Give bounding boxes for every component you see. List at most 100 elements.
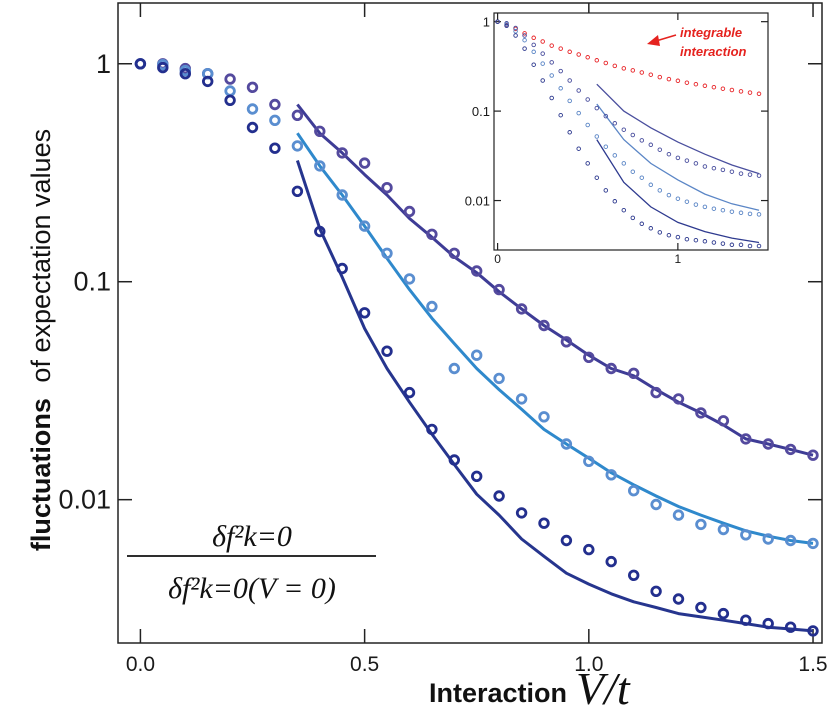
inset-chart: 0 1 1 0.1 0.01 integrable interaction xyxy=(465,12,769,266)
inset-data-point-series-3 xyxy=(531,62,536,67)
inset-data-point-series-1 xyxy=(729,169,735,174)
inset-data-point-series-3 xyxy=(711,240,717,245)
data-point-series-3 xyxy=(717,607,730,620)
inset-data-point-series-2 xyxy=(666,192,672,198)
inset-integrable-point xyxy=(693,81,699,87)
data-point-series-2 xyxy=(605,469,617,481)
inset-data-point-series-1 xyxy=(549,60,554,65)
inset-data-point-series-1 xyxy=(738,171,744,176)
data-point-series-3 xyxy=(426,423,438,436)
x-tick-label: 0.0 xyxy=(126,653,155,676)
data-point-series-3 xyxy=(695,601,707,614)
data-point-series-1 xyxy=(807,449,819,461)
data-point-series-1 xyxy=(762,438,774,450)
inset-integrable-point xyxy=(522,31,527,36)
inset-series-line-1 xyxy=(596,83,760,175)
data-point-series-2 xyxy=(336,189,348,201)
x-tick-label: 0.5 xyxy=(350,653,379,676)
data-point-series-1 xyxy=(717,415,730,427)
x-tick-label: 1.5 xyxy=(798,653,827,676)
data-point-series-1 xyxy=(269,98,281,111)
data-point-series-3 xyxy=(583,543,595,556)
data-point-series-1 xyxy=(583,351,595,364)
inset-integrable-point xyxy=(567,49,572,55)
data-point-series-3 xyxy=(515,507,528,519)
data-point-series-1 xyxy=(358,157,371,169)
inset-integrable-point xyxy=(603,60,609,66)
data-point-series-2 xyxy=(762,533,774,545)
data-point-series-1 xyxy=(784,443,797,456)
inset-data-point-series-1 xyxy=(540,51,545,56)
data-point-series-2 xyxy=(695,518,707,531)
data-point-series-3 xyxy=(560,534,573,547)
inset-data-point-series-1 xyxy=(747,172,753,177)
data-point-series-2 xyxy=(448,362,461,375)
annotation-arrow-head xyxy=(647,35,660,46)
inset-data-point-series-2 xyxy=(531,49,536,55)
formula-numerator: δf²k=0 xyxy=(212,520,292,553)
inset-data-point-series-3 xyxy=(612,199,618,204)
inset-y-tick-label: 0.01 xyxy=(465,194,490,209)
inset-tick-labels: 0 1 1 0.1 0.01 xyxy=(465,15,682,266)
data-point-series-3 xyxy=(403,386,416,399)
data-point-series-3 xyxy=(381,345,393,357)
inset-y-tick-label: 0.1 xyxy=(472,104,490,119)
inset-data-point-series-3 xyxy=(702,239,708,244)
inset-data-point-series-1 xyxy=(684,158,690,163)
inset-data-point-series-1 xyxy=(648,142,654,148)
inset-data-point-series-1 xyxy=(720,167,726,173)
data-point-series-1 xyxy=(560,336,573,348)
data-point-series-2 xyxy=(583,455,595,468)
data-point-series-1 xyxy=(403,205,416,218)
data-point-series-1 xyxy=(672,393,685,405)
annotation-line-2: interaction xyxy=(680,44,747,59)
inset-data-point-series-1 xyxy=(666,151,672,157)
data-point-series-3 xyxy=(224,94,236,107)
data-point-series-3 xyxy=(672,593,685,605)
inset-background xyxy=(494,13,768,250)
inset-data-point-series-2 xyxy=(567,98,572,104)
inset-data-point-series-1 xyxy=(639,138,645,143)
x-axis-label-math: V/t xyxy=(576,663,631,714)
inset-data-point-series-2 xyxy=(585,122,590,128)
data-point-series-3 xyxy=(493,490,505,502)
data-point-series-3 xyxy=(201,75,214,88)
inset-integrable-point xyxy=(657,74,663,80)
inset-data-point-series-2 xyxy=(747,211,753,217)
data-point-series-3 xyxy=(157,61,169,74)
data-point-series-2 xyxy=(426,300,438,313)
inset-data-point-series-2 xyxy=(630,169,636,174)
inset-data-point-series-2 xyxy=(549,73,554,78)
inset-data-point-series-3 xyxy=(513,33,518,38)
x-axis-label-bold: Interaction xyxy=(429,678,567,708)
inset-data-point-series-2 xyxy=(594,134,600,139)
inset-data-point-series-1 xyxy=(522,33,527,38)
y-tick-label: 0.1 xyxy=(73,267,111,297)
inset-integrable-point xyxy=(594,58,600,63)
inset-data-point-series-3 xyxy=(639,221,645,227)
x-tick-label: 1.0 xyxy=(574,653,603,676)
data-point-series-1 xyxy=(515,303,528,315)
inset-data-point-series-3 xyxy=(747,243,753,249)
data-point-series-2 xyxy=(269,114,281,127)
annotation-line-1: integrable xyxy=(680,25,742,40)
data-point-series-2 xyxy=(672,509,685,521)
inset-data-point-series-3 xyxy=(540,78,545,83)
inset-data-point-series-3 xyxy=(729,242,735,248)
inset-annotation: integrable interaction xyxy=(647,25,747,59)
y-axis-label-rest: of expectation values xyxy=(26,129,56,383)
inset-data-point-series-3 xyxy=(738,242,744,248)
inset-integrable-point xyxy=(621,66,627,71)
data-point-series-2 xyxy=(246,103,259,115)
inset-data-point-series-3 xyxy=(693,237,699,243)
data-point-series-3 xyxy=(358,307,371,319)
inset-series-lines xyxy=(596,83,760,244)
data-point-series-3 xyxy=(471,470,483,483)
data-point-series-1 xyxy=(538,319,550,332)
inset-data-point-series-2 xyxy=(558,86,563,91)
y-axis-label-bold: fluctuations xyxy=(26,398,56,551)
inset-integrable-point xyxy=(585,55,590,60)
inset-series-line-2 xyxy=(596,103,760,211)
data-point-series-1 xyxy=(628,367,640,380)
data-point-series-3 xyxy=(740,614,752,626)
